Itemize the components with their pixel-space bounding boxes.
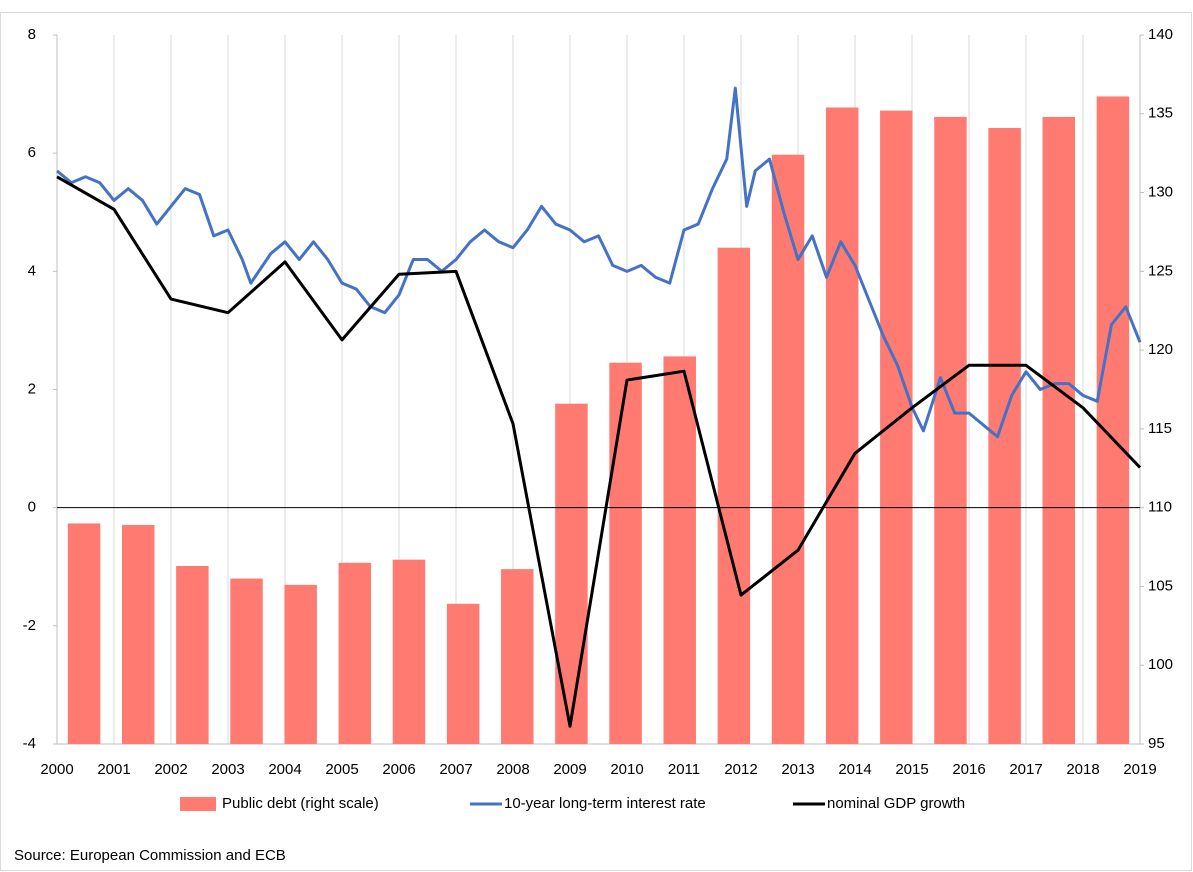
y-tick-label: 6 <box>28 144 36 161</box>
y-tick-label: 8 <box>28 26 36 43</box>
bar <box>284 584 317 744</box>
y2-tick-label: 130 <box>1148 184 1173 201</box>
y2-tick-label: 140 <box>1148 26 1173 43</box>
y2-tick-label: 115 <box>1148 420 1172 437</box>
y2-tick-label: 120 <box>1148 341 1173 358</box>
x-tick-label: 2000 <box>40 761 73 778</box>
y2-tick-label: 100 <box>1148 656 1173 673</box>
y-tick-label: 2 <box>28 380 36 397</box>
legend-swatch <box>180 797 216 811</box>
legend-label: nominal GDP growth <box>827 795 965 812</box>
x-tick-label: 2015 <box>895 761 928 778</box>
bar <box>121 524 155 744</box>
x-tick-label: 2008 <box>496 761 529 778</box>
x-tick-label: 2002 <box>154 761 187 778</box>
line <box>56 86 1142 439</box>
bar <box>934 116 967 744</box>
y2-tick-label: 125 <box>1148 262 1173 279</box>
legend-label: Public debt (right scale) <box>222 795 379 812</box>
y-tick-label: -2 <box>23 617 36 634</box>
bar <box>880 110 913 745</box>
bar <box>230 578 263 744</box>
x-tick-label: 2005 <box>325 761 358 778</box>
x-tick-label: 2004 <box>268 761 301 778</box>
bar <box>825 107 859 744</box>
bar <box>717 247 751 744</box>
x-tick-label: 2009 <box>553 761 586 778</box>
source-note: Source: European Commission and ECB <box>14 847 286 864</box>
bar <box>988 127 1021 745</box>
x-tick-label: 2012 <box>724 761 757 778</box>
x-tick-label: 2003 <box>211 761 244 778</box>
x-tick-label: 2019 <box>1123 761 1156 778</box>
x-tick-label: 2006 <box>382 761 415 778</box>
bar <box>501 569 534 744</box>
legend-label: 10-year long-term interest rate <box>504 795 706 812</box>
line <box>56 175 1142 728</box>
bar <box>176 565 209 744</box>
bar <box>609 362 642 744</box>
bar <box>1042 116 1076 744</box>
y-tick-label: 0 <box>28 499 36 516</box>
bar <box>663 356 696 744</box>
x-tick-label: 2001 <box>97 761 130 778</box>
y2-tick-label: 95 <box>1148 735 1165 752</box>
bar <box>555 403 588 744</box>
chart-frame <box>0 12 1192 871</box>
bar <box>338 562 372 744</box>
x-tick-label: 2016 <box>952 761 985 778</box>
x-tick-label: 2013 <box>781 761 814 778</box>
bar <box>1096 96 1130 745</box>
x-tick-label: 2010 <box>610 761 643 778</box>
bar <box>446 603 480 744</box>
x-tick-label: 2007 <box>439 761 472 778</box>
bar <box>392 559 426 744</box>
y2-tick-label: 135 <box>1148 105 1173 122</box>
x-tick-label: 2017 <box>1009 761 1042 778</box>
x-tick-label: 2011 <box>668 761 700 778</box>
bar <box>67 523 101 744</box>
y-tick-label: 4 <box>28 262 36 279</box>
y2-tick-label: 105 <box>1148 577 1173 594</box>
y2-tick-label: 110 <box>1148 499 1172 516</box>
bar <box>771 154 805 745</box>
y-tick-label: -4 <box>23 735 36 752</box>
x-tick-label: 2018 <box>1066 761 1099 778</box>
x-tick-label: 2014 <box>838 761 871 778</box>
